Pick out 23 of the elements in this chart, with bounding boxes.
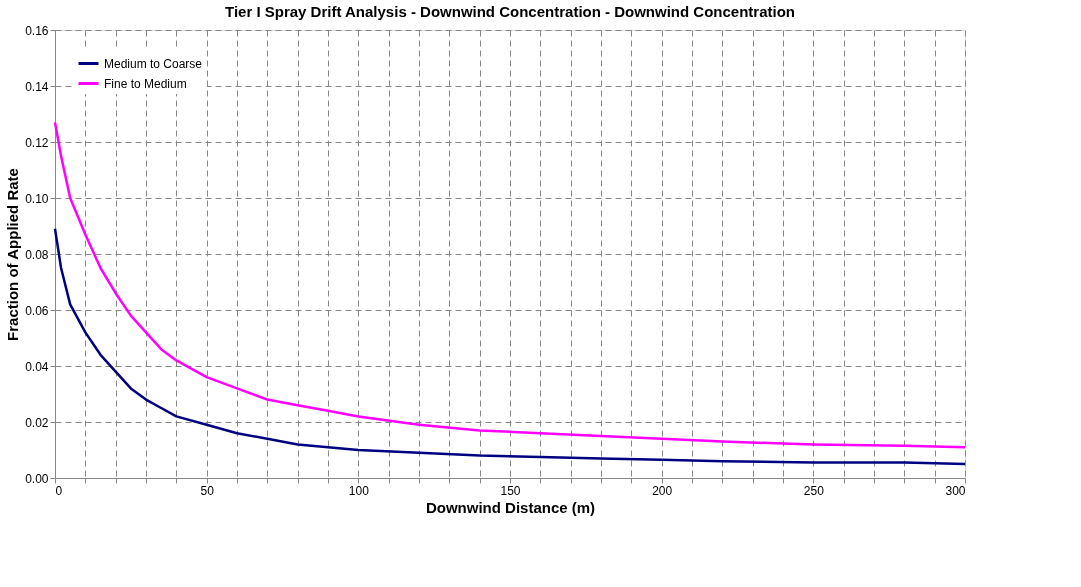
y-axis-title: Fraction of Applied Rate: [4, 168, 22, 341]
x-tick-label: 50: [200, 483, 215, 498]
y-tick-label: 0.08: [25, 247, 49, 262]
y-tick-label: 0.06: [25, 303, 49, 318]
y-tick-label: 0.02: [25, 415, 49, 430]
y-tick-label: 0.16: [25, 23, 49, 38]
x-tick-label: 100: [348, 483, 370, 498]
x-tick-label: 250: [803, 483, 825, 498]
x-tick-label: 0: [55, 483, 63, 498]
x-tick-label: 200: [652, 483, 673, 498]
y-tick-label: 0.00: [25, 471, 49, 486]
line-series: [53, 121, 967, 449]
y-tick-label: 0.14: [25, 79, 49, 94]
y-tick-label: 0.10: [25, 191, 49, 206]
y-tick-label: 0.04: [25, 359, 49, 374]
x-axis-title: Downwind Distance (m): [425, 498, 596, 516]
line-series: [53, 227, 967, 466]
x-tick-label: 150: [500, 483, 521, 498]
legend-label: Fine to Medium: [104, 76, 187, 91]
legend-label: Medium to Coarse: [104, 56, 203, 71]
chart-title: Tier I Spray Drift Analysis - Downwind Concentration - Downwind Concentration: [224, 3, 796, 20]
x-tick-label: 300: [945, 483, 966, 498]
y-tick-label: 0.12: [25, 135, 49, 150]
